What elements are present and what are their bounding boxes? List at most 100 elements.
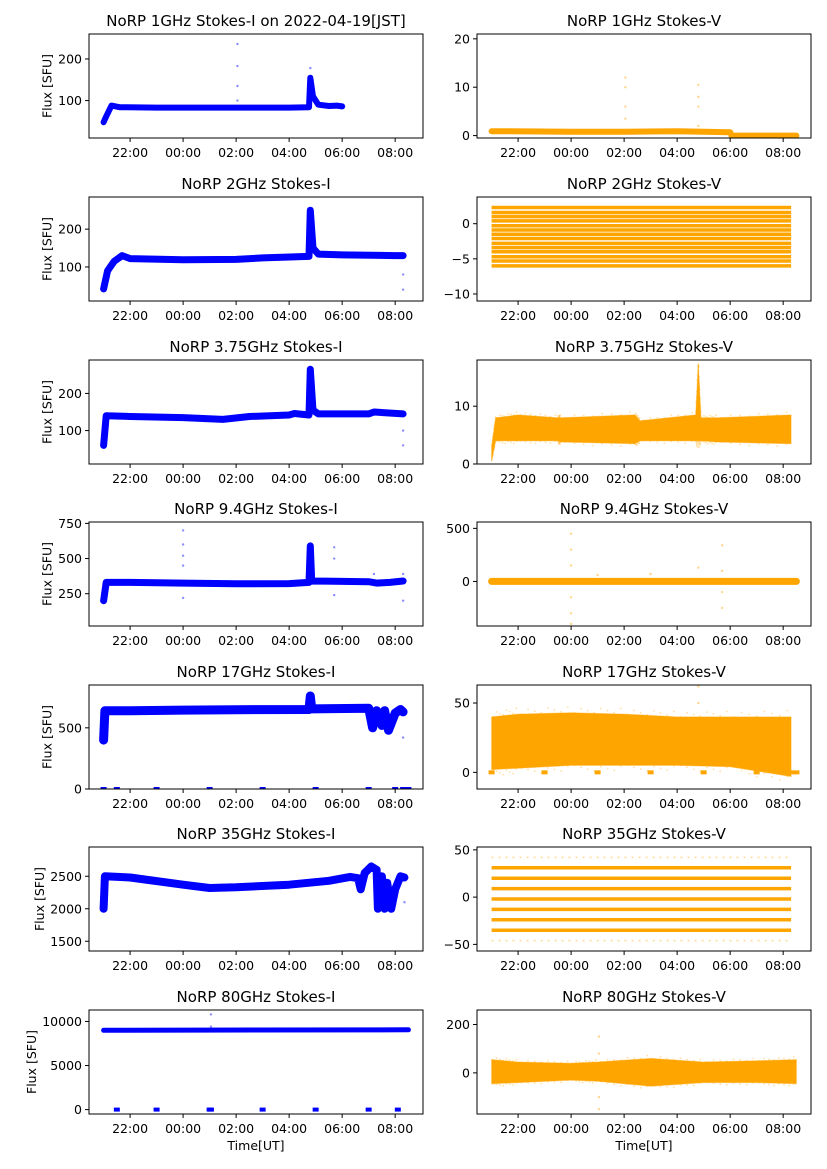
outlier-point bbox=[739, 443, 741, 446]
outlier-point bbox=[636, 441, 639, 444]
zero-marker bbox=[153, 787, 160, 789]
spike-point bbox=[401, 444, 405, 447]
outlier-point bbox=[508, 1059, 511, 1061]
x-axis-label: Time[UT] bbox=[614, 1138, 672, 1153]
spike-point bbox=[332, 593, 336, 597]
zero-marker bbox=[700, 770, 707, 775]
outlier-point bbox=[629, 411, 631, 413]
outlier-point bbox=[699, 405, 702, 408]
zero-marker bbox=[392, 787, 399, 789]
outlier-point bbox=[564, 416, 567, 419]
plot-area bbox=[488, 76, 800, 138]
outlier-point bbox=[527, 1059, 529, 1062]
outlier-point bbox=[666, 1057, 669, 1060]
outlier-point bbox=[696, 441, 699, 444]
x-tick-label: 00:00 bbox=[165, 958, 201, 973]
spike-point bbox=[569, 612, 573, 615]
outlier-point bbox=[636, 416, 638, 419]
outlier-point bbox=[653, 710, 655, 712]
subplot-94ghz-i: 22:00 00:00 02:00 04:00 06:00 08:00 250 500 750 N… bbox=[40, 500, 424, 648]
spike-point bbox=[720, 590, 724, 594]
x-tick-label: 04:00 bbox=[271, 308, 307, 323]
outlier-point bbox=[711, 442, 713, 445]
outlier-point bbox=[679, 1057, 682, 1060]
spike-point bbox=[372, 572, 376, 576]
outlier-point bbox=[706, 766, 708, 769]
outlier-point bbox=[626, 713, 629, 716]
outlier-point bbox=[713, 416, 715, 419]
outlier-point bbox=[512, 1060, 515, 1062]
subplot-17ghz-i: 22:00 00:00 02:00 04:00 06:00 08:00 0 500 NoRP 1… bbox=[40, 663, 424, 811]
outlier-point bbox=[515, 1058, 518, 1061]
x-tick-label: 02:00 bbox=[606, 1121, 642, 1136]
outlier-point bbox=[703, 441, 705, 443]
outlier-point bbox=[776, 413, 779, 416]
outlier-point bbox=[575, 1080, 577, 1082]
axes-frame bbox=[88, 521, 424, 627]
outlier-point bbox=[786, 709, 789, 712]
plot-area bbox=[100, 42, 346, 126]
outlier-point bbox=[539, 413, 542, 416]
y-tick-label: 0 bbox=[462, 890, 470, 905]
outlier-point bbox=[703, 414, 705, 417]
outlier-point bbox=[544, 414, 547, 417]
x-tick-label: 02:00 bbox=[218, 633, 254, 648]
outlier-point bbox=[763, 710, 766, 713]
axes-frame bbox=[476, 684, 812, 790]
x-tick-label: 08:00 bbox=[377, 1121, 413, 1136]
spike-point bbox=[697, 566, 700, 569]
outlier-point bbox=[748, 713, 751, 716]
outlier-point bbox=[557, 416, 559, 419]
outlier-point bbox=[571, 1062, 574, 1065]
x-tick-label: 08:00 bbox=[765, 958, 801, 973]
outlier-point bbox=[601, 442, 604, 445]
outlier-point bbox=[496, 439, 498, 442]
outlier-point bbox=[494, 441, 497, 444]
outlier-point bbox=[638, 440, 641, 443]
outlier-point bbox=[719, 770, 722, 773]
outlier-point bbox=[495, 1057, 498, 1059]
axes-frame bbox=[476, 196, 812, 302]
x-tick-label: 02:00 bbox=[218, 471, 254, 486]
outlier-point bbox=[619, 445, 622, 448]
outlier-point bbox=[740, 769, 743, 772]
outlier-point bbox=[534, 414, 537, 417]
outlier-point bbox=[697, 439, 700, 442]
outlier-point bbox=[698, 376, 701, 379]
y-tick-label: 0 bbox=[462, 216, 470, 231]
y-axis-label: Flux [SFU] bbox=[40, 217, 55, 281]
y-tick-label: 200 bbox=[58, 222, 82, 237]
outlier-point bbox=[580, 707, 582, 710]
outlier-point bbox=[582, 414, 585, 417]
x-tick-label: 22:00 bbox=[112, 633, 148, 648]
spike-point bbox=[597, 1052, 601, 1055]
x-tick-label: 08:00 bbox=[377, 308, 413, 323]
outlier-point bbox=[709, 414, 711, 417]
outlier-point bbox=[697, 365, 700, 368]
outlier-point bbox=[606, 1082, 609, 1084]
outlier-point bbox=[578, 1080, 581, 1083]
x-tick-label: 04:00 bbox=[659, 145, 695, 160]
outlier-point bbox=[698, 445, 701, 448]
outlier-point bbox=[637, 442, 640, 445]
y-tick-label: 500 bbox=[58, 720, 82, 735]
outlier-point bbox=[581, 1061, 584, 1064]
spike-point bbox=[181, 529, 185, 532]
outlier-point bbox=[529, 441, 532, 444]
x-tick-label: 22:00 bbox=[500, 471, 536, 486]
x-tick-label: 00:00 bbox=[165, 308, 201, 323]
axes-frame bbox=[88, 33, 424, 139]
outlier-point bbox=[606, 709, 609, 712]
spike-point bbox=[697, 701, 700, 705]
outlier-point bbox=[649, 416, 652, 419]
outlier-point bbox=[696, 379, 699, 382]
outlier-point bbox=[785, 411, 788, 413]
outlier-point bbox=[639, 1086, 642, 1089]
x-tick-label: 00:00 bbox=[553, 958, 589, 973]
outlier-point bbox=[691, 411, 694, 414]
outlier-point bbox=[557, 442, 560, 444]
outlier-point bbox=[578, 1061, 581, 1063]
outlier-point bbox=[560, 1061, 563, 1064]
outlier-point bbox=[490, 458, 493, 461]
plot-area bbox=[99, 862, 409, 913]
